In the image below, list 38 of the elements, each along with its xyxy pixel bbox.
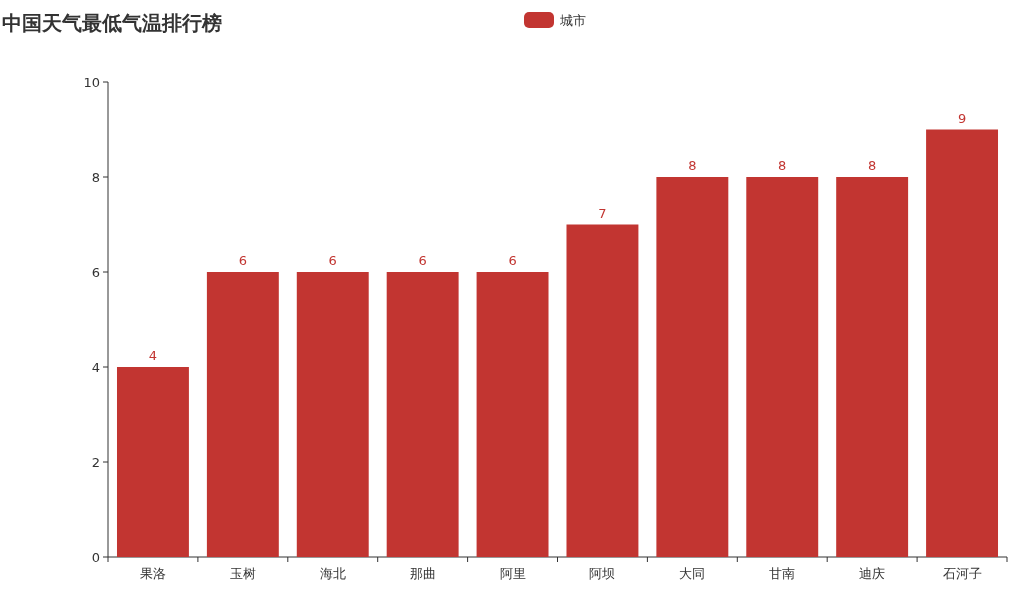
- data-label: 4: [148, 348, 158, 363]
- bar: [746, 177, 819, 557]
- bar: [386, 272, 459, 557]
- data-label: 6: [328, 253, 337, 268]
- x-tick-label: 大同: [679, 566, 706, 581]
- data-label: 8: [868, 158, 877, 173]
- legend-label: 城市: [559, 13, 586, 28]
- x-tick-label: 石河子: [942, 566, 982, 581]
- x-tick-label: 海北: [319, 566, 346, 581]
- chart-title: 中国天气最低气温排行榜: [2, 11, 222, 35]
- y-tick-label: 8: [91, 170, 100, 185]
- data-label: 8: [688, 158, 697, 173]
- bar: [476, 272, 549, 557]
- x-tick-label: 阿坝: [589, 566, 616, 581]
- x-tick-label: 甘南: [769, 566, 796, 581]
- x-tick-label: 果洛: [139, 566, 166, 581]
- y-tick-label: 4: [91, 360, 100, 375]
- x-tick-label: 那曲: [409, 566, 436, 581]
- bar: [836, 177, 909, 557]
- data-label: 8: [778, 158, 787, 173]
- bar: [116, 367, 189, 557]
- data-label: 9: [957, 110, 967, 126]
- x-tick-label: 迪庆: [859, 566, 886, 581]
- x-tick-label: 阿里: [499, 566, 526, 581]
- bar: [566, 224, 639, 557]
- y-tick-label: 6: [91, 265, 100, 280]
- bar: [296, 272, 369, 557]
- data-label: 6: [418, 253, 427, 268]
- bar: [206, 272, 279, 557]
- y-tick-label: 2: [91, 455, 100, 470]
- y-tick-label: 10: [83, 75, 100, 90]
- bar: [926, 129, 999, 557]
- data-label: 6: [238, 253, 247, 268]
- data-label: 6: [508, 253, 517, 268]
- data-label: 7: [598, 205, 607, 221]
- x-tick-label: 玉树: [229, 566, 256, 581]
- bar: [656, 177, 729, 557]
- y-tick-label: 0: [91, 550, 100, 565]
